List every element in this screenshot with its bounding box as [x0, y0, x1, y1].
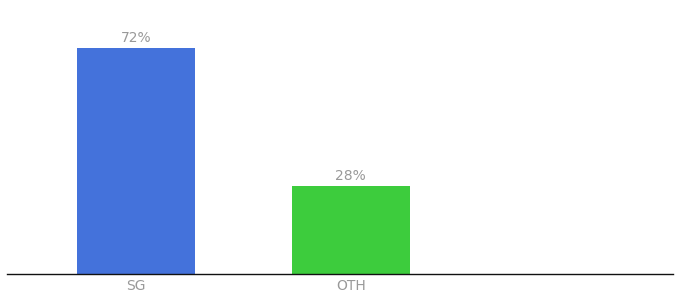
- Text: 28%: 28%: [335, 169, 366, 183]
- Bar: [77, 48, 195, 274]
- Text: 72%: 72%: [120, 31, 151, 45]
- Bar: [292, 186, 410, 274]
